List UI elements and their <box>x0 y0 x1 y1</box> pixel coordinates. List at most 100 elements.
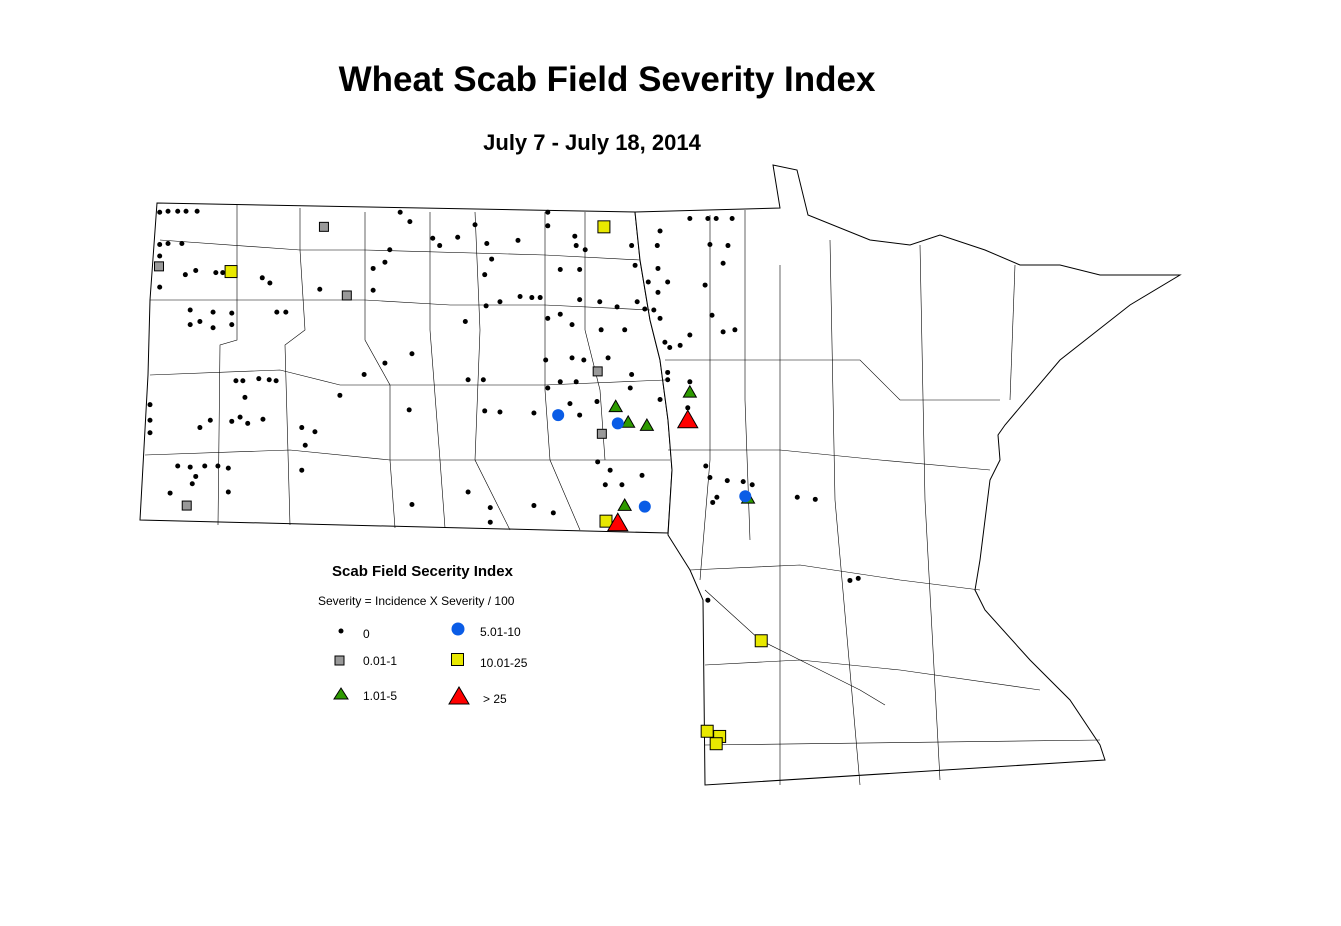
field-marker-dot <box>531 410 537 416</box>
field-marker-dot <box>531 503 537 509</box>
field-marker-dot <box>207 417 213 423</box>
field-marker-dot <box>573 379 579 385</box>
field-marker-dot <box>210 309 216 315</box>
field-marker-dot <box>370 265 376 271</box>
field-marker-square <box>181 500 192 511</box>
field-marker-dot <box>483 303 489 309</box>
field-marker-dot <box>655 265 661 271</box>
field-marker-dot <box>183 208 189 214</box>
field-marker-dot <box>634 299 640 305</box>
field-marker-dot <box>543 357 549 363</box>
field-marker-triangle <box>620 414 636 428</box>
field-marker-dot <box>299 425 305 431</box>
field-marker-dot <box>577 412 583 418</box>
field-marker-dot <box>645 279 651 285</box>
field-marker-dot <box>657 315 663 321</box>
field-marker-dot <box>274 309 280 315</box>
field-marker-dot <box>614 304 620 310</box>
field-marker-dot <box>573 243 579 249</box>
field-marker-dot <box>545 315 551 321</box>
field-marker-dot <box>707 474 713 480</box>
field-marker-dot <box>655 289 661 295</box>
field-marker-dot <box>189 481 195 487</box>
field-marker-dot <box>409 351 415 357</box>
field-marker-dot <box>397 209 403 215</box>
field-marker-dot <box>572 233 578 239</box>
field-marker-dot <box>594 399 600 405</box>
legend-label-5: > 25 <box>483 692 507 706</box>
field-marker-dot <box>382 360 388 366</box>
field-marker-dot <box>582 247 588 253</box>
field-marker-dot <box>157 242 163 248</box>
field-marker-dot <box>657 228 663 234</box>
legend-label-4: 10.01-25 <box>480 656 528 670</box>
field-marker-dot <box>202 463 208 469</box>
field-marker-dot <box>407 219 413 225</box>
field-marker-dot <box>187 307 193 313</box>
field-marker-dot <box>462 318 468 324</box>
field-marker-dot <box>607 467 613 473</box>
field-marker-dot <box>714 494 720 500</box>
field-marker-dot <box>685 405 691 411</box>
field-marker-dot <box>812 496 818 502</box>
field-marker-dot <box>619 482 625 488</box>
field-marker-dot <box>515 237 521 243</box>
field-marker-dot <box>667 344 673 350</box>
field-marker-triangle <box>676 409 699 429</box>
field-marker-dot <box>299 467 305 473</box>
field-marker-dot <box>197 425 203 431</box>
field-marker-dot <box>370 287 376 293</box>
field-marker-dot <box>732 327 738 333</box>
field-marker-dot <box>847 577 853 583</box>
field-marker-dot <box>622 327 628 333</box>
field-marker-dot <box>794 494 800 500</box>
field-marker-dot <box>337 392 343 398</box>
field-marker-dot <box>651 307 657 313</box>
field-marker-dot <box>259 275 265 281</box>
field-marker-dot <box>302 442 308 448</box>
field-marker-dot <box>187 322 193 328</box>
field-marker-dot <box>455 234 461 240</box>
field-marker-dot <box>165 208 171 214</box>
field-marker-dot <box>157 284 163 290</box>
field-marker-dot <box>465 377 471 383</box>
field-marker-triangle <box>606 512 629 532</box>
field-marker-dot <box>537 295 543 301</box>
field-marker-dot <box>720 260 726 266</box>
field-marker-circle <box>739 490 752 503</box>
field-marker-dot <box>725 243 731 249</box>
field-marker-square <box>341 290 352 301</box>
field-marker-dot <box>237 414 243 420</box>
field-marker-dot <box>229 418 235 424</box>
field-marker-dot <box>361 372 367 378</box>
field-marker-dot <box>687 216 693 222</box>
field-marker-dot <box>855 575 861 581</box>
field-marker-dot <box>406 407 412 413</box>
field-marker-dot <box>632 262 638 268</box>
field-marker-dot <box>677 342 683 348</box>
field-marker-dot <box>654 243 660 249</box>
field-marker-square <box>592 366 603 377</box>
field-marker-dot <box>273 378 279 384</box>
field-marker-square <box>709 737 723 751</box>
field-marker-dot <box>482 272 488 278</box>
field-marker-dot <box>175 208 181 214</box>
field-marker-dot <box>497 409 503 415</box>
field-marker-dot <box>602 482 608 488</box>
field-marker-dot <box>147 417 153 423</box>
legend-label-0: 0 <box>363 627 370 641</box>
field-marker-dot <box>225 465 231 471</box>
field-marker-dot <box>545 209 551 215</box>
legend-yellow-square-icon <box>451 653 464 666</box>
field-marker-dot <box>187 464 193 470</box>
field-marker-dot <box>317 286 323 292</box>
field-marker-circle <box>638 500 651 513</box>
field-marker-dot <box>472 222 478 228</box>
field-marker-dot <box>229 322 235 328</box>
field-marker-dot <box>193 268 199 274</box>
map-subtitle: July 7 - July 18, 2014 <box>483 130 701 155</box>
field-marker-dot <box>657 396 663 402</box>
field-marker-dot <box>382 259 388 265</box>
field-marker-dot <box>597 299 603 305</box>
